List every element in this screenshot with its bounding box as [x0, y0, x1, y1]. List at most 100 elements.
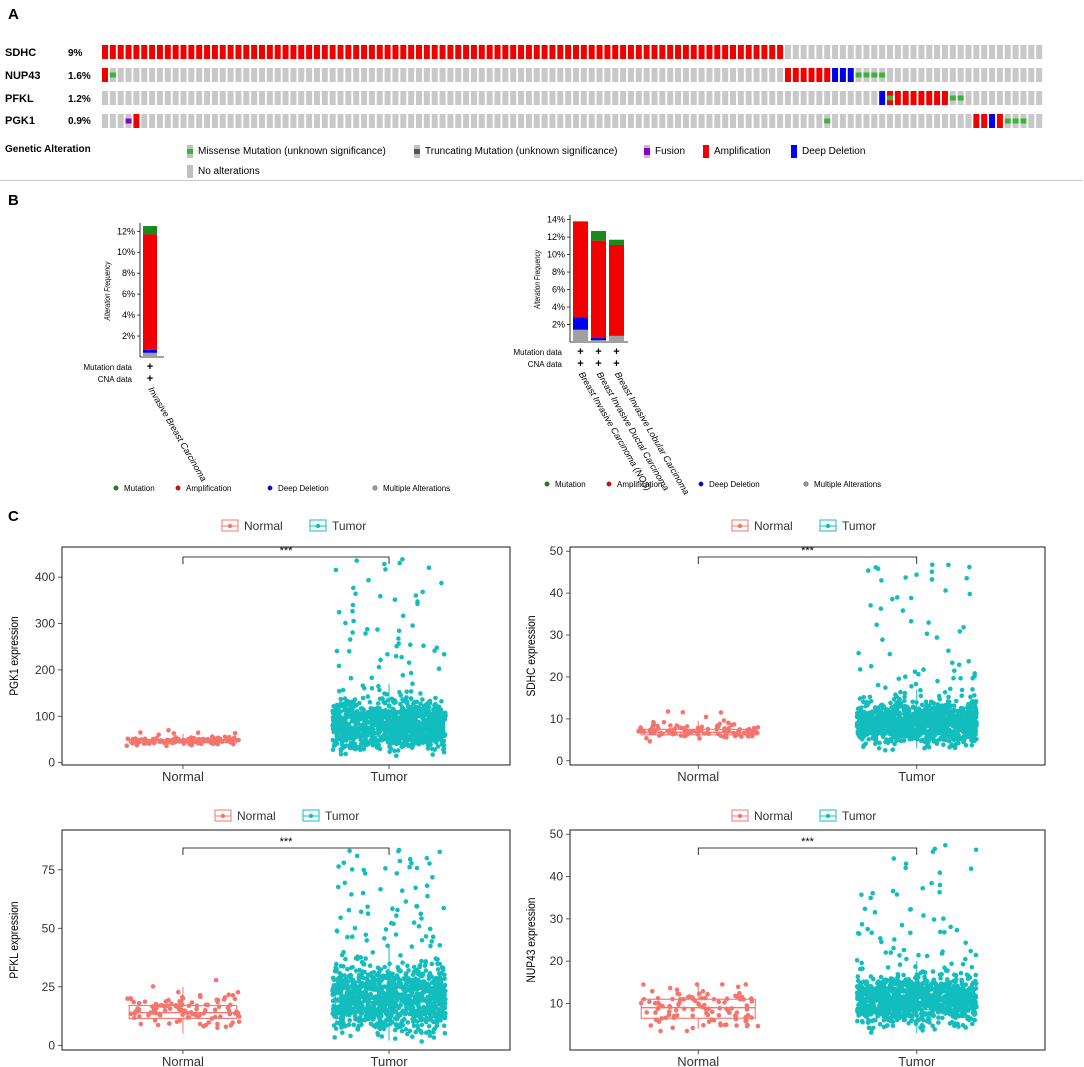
panel-label-c: C: [8, 508, 19, 525]
data-point-tumor: [389, 1020, 395, 1025]
data-point-tumor: [437, 943, 443, 948]
data-point-tumor: [330, 998, 336, 1004]
data-point-tumor: [336, 1011, 342, 1016]
oncoprint-cell-pgk1: [604, 114, 611, 128]
data-point-tumor: [880, 637, 885, 642]
data-point-normal: [665, 709, 671, 714]
data-point-normal: [189, 742, 194, 748]
oncoprint-cell-sdhc: [204, 45, 211, 59]
data-point-tumor: [339, 995, 345, 1000]
data-point-tumor: [943, 710, 949, 715]
oncoprint-cell-nup43: [989, 68, 996, 82]
data-point-tumor: [438, 990, 443, 995]
data-point-tumor: [415, 1023, 420, 1029]
oncoprint-mutation-mark: [949, 95, 956, 101]
data-point-tumor: [941, 916, 946, 921]
oncoprint-cell-sdhc: [1020, 45, 1027, 59]
data-point-tumor: [427, 926, 433, 932]
data-point-tumor: [395, 907, 400, 913]
legend-dot: [698, 481, 704, 487]
oncoprint-grid: [102, 45, 1043, 128]
oncoprint-cell-pfkl: [439, 91, 446, 105]
data-point-tumor: [429, 980, 435, 985]
data-point-tumor: [903, 674, 908, 679]
oncoprint-cell-pfkl: [141, 91, 148, 105]
data-point-tumor: [873, 565, 879, 570]
data-point-tumor: [903, 575, 908, 580]
data-point-tumor: [404, 1006, 410, 1012]
data-point-tumor: [421, 724, 427, 729]
data-point-tumor: [394, 753, 399, 758]
data-point-tumor: [416, 977, 421, 983]
data-point-tumor: [908, 714, 914, 719]
data-point-tumor: [954, 927, 960, 933]
data-point-tumor: [340, 1002, 345, 1008]
data-point-tumor: [437, 1001, 442, 1007]
data-point-tumor: [333, 740, 338, 746]
legend-label-truncating: Truncating Mutation (unknown significanc…: [425, 146, 618, 157]
legend-key-dot: [737, 523, 743, 529]
oncoprint-cell-pfkl: [549, 91, 556, 105]
oncoprint-cell-pfkl: [612, 91, 619, 105]
bar-segment-multiple-alterations: [609, 335, 624, 342]
data-point-normal: [668, 723, 673, 728]
data-point-tumor: [396, 641, 402, 646]
data-point-tumor: [868, 664, 874, 669]
data-point-normal: [166, 728, 171, 733]
data-point-tumor: [897, 714, 903, 720]
data-point-tumor: [388, 1005, 394, 1010]
data-point-tumor: [426, 565, 432, 570]
data-point-normal: [150, 984, 156, 989]
plot-panel-border: [61, 546, 511, 766]
bar-segment-amplification: [609, 244, 624, 336]
data-point-tumor: [414, 865, 420, 871]
data-point-normal: [729, 1006, 734, 1011]
data-point-tumor: [334, 967, 339, 972]
x-tick-label-normal: Normal: [162, 1054, 204, 1067]
oncoprint-cell-pgk1: [675, 114, 682, 128]
data-point-normal: [675, 991, 680, 996]
oncoprint-cell-nup43: [1036, 68, 1043, 82]
oncoprint-cell-sdhc: [565, 45, 572, 59]
data-point-tumor: [370, 950, 376, 955]
y-tick-label: 12%: [117, 226, 135, 236]
oncoprint-cell-pfkl: [706, 91, 713, 105]
oncoprint-cell-sdhc: [651, 45, 658, 59]
oncoprint-cell-pfkl: [408, 91, 415, 105]
data-point-tumor: [942, 690, 948, 695]
oncoprint-mutation-mark: [1004, 118, 1011, 124]
data-point-tumor: [908, 595, 914, 601]
oncoprint-cell-pfkl: [478, 91, 485, 105]
oncoprint-cell-pgk1: [635, 114, 642, 128]
data-point-normal: [131, 999, 136, 1005]
data-point-tumor: [968, 725, 973, 731]
data-point-tumor: [348, 972, 353, 978]
data-point-tumor: [874, 622, 879, 628]
data-point-tumor: [413, 885, 418, 891]
oncoprint-cell-pgk1: [494, 114, 501, 128]
data-point-tumor: [924, 735, 930, 740]
oncoprint-cell-sdhc: [172, 45, 179, 59]
data-point-tumor: [424, 855, 430, 861]
data-point-tumor: [340, 1030, 345, 1035]
data-point-tumor: [939, 951, 945, 956]
data-point-tumor: [406, 736, 412, 741]
data-point-tumor: [347, 730, 352, 735]
data-point-tumor: [392, 597, 398, 602]
data-point-tumor: [343, 1023, 348, 1029]
oncoprint-cell-pgk1: [730, 114, 736, 128]
data-point-tumor: [360, 1018, 365, 1023]
gene-percent-sdhc: 9%: [68, 48, 83, 59]
data-point-tumor: [958, 705, 964, 711]
data-point-tumor: [918, 693, 924, 699]
data-point-tumor: [419, 938, 425, 943]
data-point-tumor: [385, 698, 391, 703]
legend-label: Multiple Alterations: [383, 484, 450, 493]
oncoprint-cell-pfkl: [879, 91, 886, 105]
bar-segment-amplification: [143, 234, 157, 350]
data-point-tumor: [401, 740, 407, 745]
data-point-tumor: [397, 560, 403, 566]
oncoprint-cell-pgk1: [887, 114, 893, 128]
oncoprint-mutation-mark: [879, 72, 886, 78]
